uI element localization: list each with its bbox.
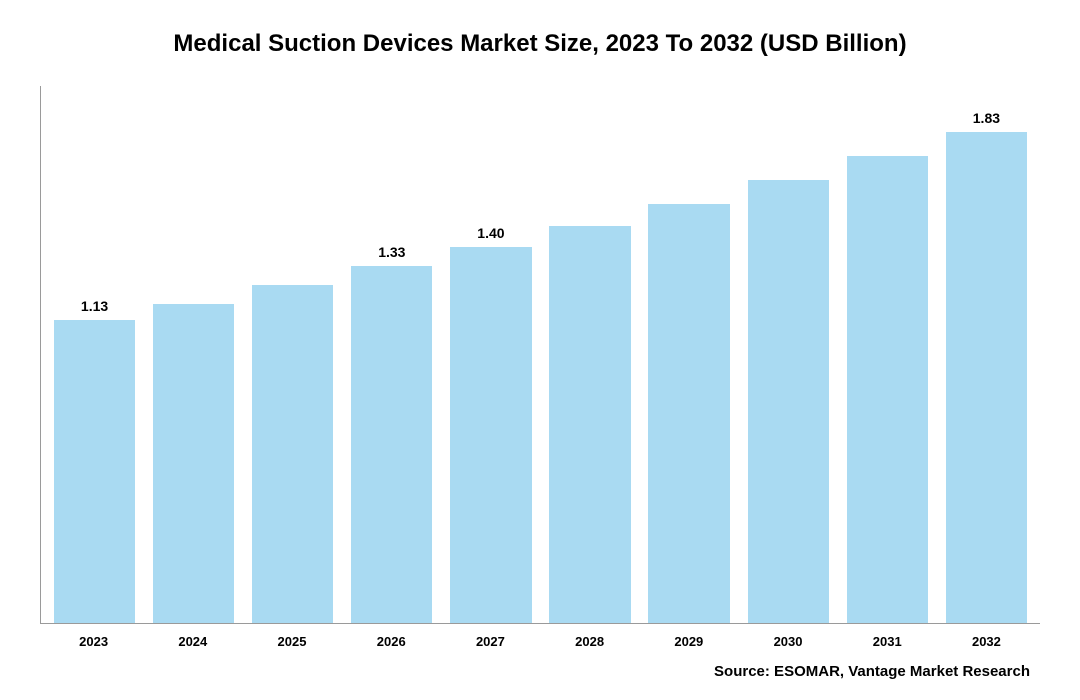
bar-slot: [838, 86, 937, 623]
bars-group: 1.13 1.331.40 1.83: [41, 86, 1040, 623]
bar: [648, 204, 729, 623]
x-tick-label: 2024: [143, 634, 242, 649]
x-tick-label: 2026: [342, 634, 441, 649]
bar-value-label: 1.40: [441, 225, 540, 241]
chart-title: Medical Suction Devices Market Size, 202…: [40, 30, 1040, 58]
chart-wrap: 1.131.331.401.83 20232024202520262027202…: [40, 86, 1040, 649]
bar: [54, 320, 135, 623]
x-axis: 2023202420252026202720282029203020312032: [40, 624, 1040, 649]
source-text: Source: ESOMAR, Vantage Market Research: [40, 663, 1040, 680]
x-tick-label: 2025: [242, 634, 341, 649]
bar-slot: [144, 86, 243, 623]
bar: [153, 304, 234, 624]
x-tick-label: 2030: [738, 634, 837, 649]
bar-slot: [640, 86, 739, 623]
x-tick-label: 2032: [937, 634, 1036, 649]
chart-container: Medical Suction Devices Market Size, 202…: [0, 0, 1080, 700]
bar-slot: [243, 86, 342, 623]
x-tick-label: 2028: [540, 634, 639, 649]
bar-slot: 1.40: [441, 86, 540, 623]
bar-slot: [540, 86, 639, 623]
bar: [946, 132, 1027, 623]
x-tick-label: 2029: [639, 634, 738, 649]
bar-value-label: 1.83: [937, 110, 1036, 126]
plot-area: 1.13 1.331.40 1.83: [40, 86, 1040, 624]
bar-slot: 1.33: [342, 86, 441, 623]
bar-slot: 1.83: [937, 86, 1036, 623]
bar: [351, 266, 432, 623]
bar: [450, 247, 531, 623]
bar-value-label: 1.13: [45, 298, 144, 314]
x-tick-label: 2031: [838, 634, 937, 649]
bar-value-label: 1.33: [342, 244, 441, 260]
bar-slot: [739, 86, 838, 623]
bar: [748, 180, 829, 623]
bar: [252, 285, 333, 623]
bar-slot: 1.13: [45, 86, 144, 623]
bar: [847, 156, 928, 623]
bar: [549, 226, 630, 623]
x-tick-label: 2023: [44, 634, 143, 649]
x-tick-label: 2027: [441, 634, 540, 649]
